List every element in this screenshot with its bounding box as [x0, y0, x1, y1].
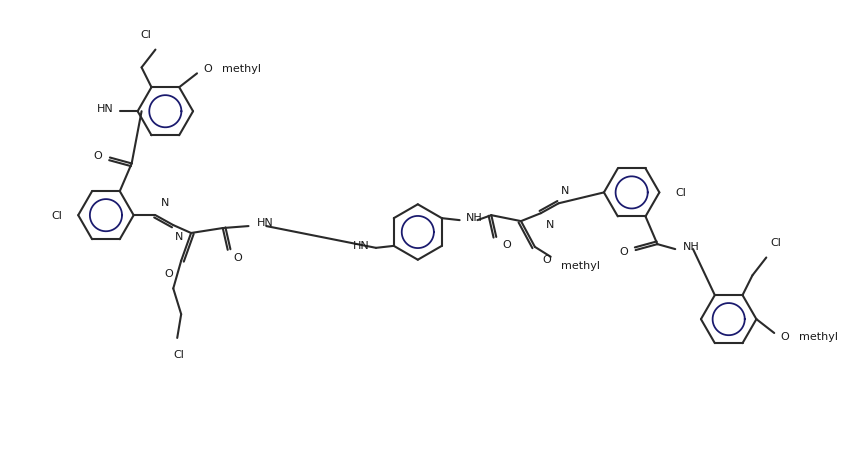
Text: Cl: Cl [174, 350, 185, 360]
Text: N: N [160, 198, 169, 208]
Text: NH: NH [683, 242, 700, 252]
Text: Cl: Cl [51, 211, 62, 221]
Text: methyl: methyl [560, 261, 599, 271]
Text: N: N [546, 220, 555, 230]
Text: HN: HN [257, 218, 273, 228]
Text: N: N [560, 186, 569, 196]
Text: O: O [234, 253, 242, 263]
Text: NH: NH [466, 213, 482, 223]
Text: O: O [93, 151, 102, 160]
Text: O: O [619, 247, 628, 257]
Text: O: O [780, 332, 789, 342]
Text: Cl: Cl [771, 238, 782, 247]
Text: methyl: methyl [222, 64, 261, 74]
Text: Cl: Cl [675, 188, 686, 199]
Text: O: O [203, 64, 212, 74]
Text: methyl: methyl [799, 332, 838, 342]
Text: HN: HN [354, 241, 370, 251]
Text: O: O [165, 269, 173, 279]
Text: O: O [543, 255, 551, 265]
Text: O: O [502, 240, 511, 250]
Text: Cl: Cl [141, 30, 151, 40]
Text: HN: HN [97, 104, 114, 114]
Text: N: N [176, 232, 184, 242]
